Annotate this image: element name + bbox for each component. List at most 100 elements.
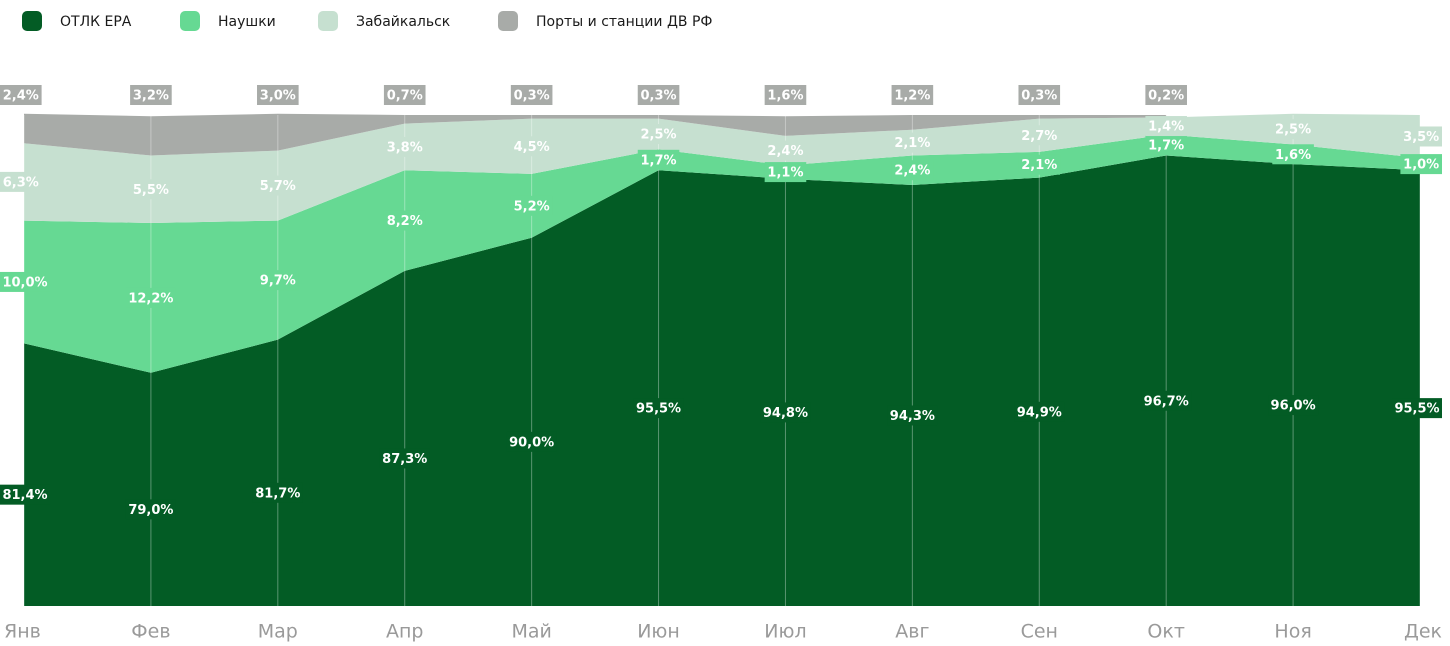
x-tick-label: Июн [637, 621, 680, 643]
value-label-bg [252, 482, 303, 503]
value-label: 0,3% [514, 89, 550, 104]
value-label-bg [887, 405, 938, 426]
value-label-bg [383, 136, 426, 157]
value-label-bg [1400, 126, 1442, 147]
value-label-bg [1272, 119, 1314, 140]
value-label-bg [1145, 85, 1187, 105]
value-label: 8,2% [387, 214, 423, 229]
value-label-bg [0, 171, 42, 192]
value-label: 3,2% [133, 89, 169, 104]
legend-swatch [498, 11, 518, 31]
value-label-bg [257, 270, 299, 291]
value-label-bg [0, 484, 50, 505]
plot-area [23, 113, 1421, 606]
value-label-bg [379, 448, 430, 469]
x-tick-label: Май [511, 621, 551, 643]
value-label: 81,4% [2, 488, 47, 503]
value-label: 1,6% [767, 89, 803, 104]
value-label: 9,7% [260, 274, 296, 289]
value-label: 5,5% [133, 183, 169, 198]
value-label-bg [1018, 85, 1061, 105]
x-tick-label: Сен [1021, 621, 1058, 643]
value-label-bg [764, 85, 807, 105]
value-label-bg [764, 162, 807, 183]
value-label-bg [1272, 144, 1314, 165]
value-label: 0,3% [641, 89, 677, 104]
value-label: 5,7% [260, 179, 296, 194]
value-label: 81,7% [255, 486, 300, 501]
value-label-bg [1014, 401, 1065, 422]
value-label-bg [0, 271, 50, 292]
value-label: 1,2% [894, 89, 930, 104]
value-label-bg [637, 149, 680, 170]
value-label-bg [1268, 395, 1319, 416]
value-label-bg [257, 85, 299, 105]
value-label: 6,3% [3, 175, 39, 190]
value-label: 94,9% [1017, 405, 1062, 420]
x-tick-label: Апр [386, 621, 423, 643]
value-label-bg [506, 431, 557, 452]
value-label: 3,5% [1403, 130, 1439, 145]
value-label-bg [760, 402, 811, 423]
x-tick-label: Мар [258, 621, 298, 643]
area [24, 155, 1420, 606]
value-label-bg [764, 140, 807, 161]
x-tick-label: Фев [131, 621, 170, 643]
x-tick-label: Окт [1147, 621, 1185, 643]
x-tick-label: Ноя [1274, 621, 1311, 643]
value-label: 4,5% [514, 140, 550, 155]
value-label: 95,5% [1394, 402, 1439, 417]
value-label: 79,0% [128, 503, 173, 518]
area [24, 134, 1420, 373]
value-label: 1,6% [1275, 148, 1311, 163]
value-label: 94,8% [763, 406, 808, 421]
value-label-bg [510, 136, 553, 157]
legend-swatch [318, 11, 338, 31]
value-label: 2,1% [894, 136, 930, 151]
value-label-bg [1145, 116, 1187, 137]
value-label-bg [1400, 154, 1442, 175]
value-label: 10,0% [2, 275, 47, 290]
legend-label: Наушки [218, 14, 276, 30]
value-label: 2,4% [3, 89, 39, 104]
legend-swatch [180, 11, 200, 31]
value-label: 5,2% [514, 199, 550, 214]
value-label-bg [637, 124, 680, 145]
value-label: 1,0% [1403, 158, 1439, 173]
value-label-bg [633, 398, 684, 419]
value-label-bg [0, 85, 42, 105]
legend-label: ОТЛК ЕРА [60, 14, 132, 30]
value-label-bg [130, 85, 172, 105]
value-label: 1,7% [641, 153, 677, 168]
value-label: 95,5% [636, 402, 681, 417]
value-label-bg [1018, 125, 1061, 146]
value-label: 2,4% [894, 164, 930, 179]
value-label-bg [637, 85, 680, 105]
value-label-bg [891, 85, 934, 105]
legend-label: Порты и станции ДВ РФ [536, 14, 712, 30]
value-label-bg [257, 175, 299, 196]
value-label: 96,0% [1271, 399, 1316, 414]
area [24, 113, 1167, 156]
value-label-bg [125, 287, 176, 308]
value-label: 1,7% [1148, 139, 1184, 154]
x-tick-label: Дек [1404, 621, 1442, 643]
value-label: 0,3% [1021, 89, 1057, 104]
value-label: 2,7% [1021, 129, 1057, 144]
legend-label: Забайкальск [356, 14, 450, 30]
value-label-bg [383, 210, 426, 231]
value-label: 2,5% [641, 128, 677, 143]
value-label: 94,3% [890, 409, 935, 424]
value-label: 12,2% [128, 291, 173, 306]
value-label: 96,7% [1144, 394, 1189, 409]
value-label: 2,5% [1275, 123, 1311, 138]
value-label-bg [1145, 135, 1187, 156]
value-label: 1,1% [767, 166, 803, 181]
value-label-bg [510, 85, 553, 105]
value-label: 0,2% [1148, 89, 1184, 104]
x-tick-label: Авг [895, 621, 929, 643]
value-label-bg [1018, 154, 1061, 175]
value-label: 2,4% [767, 144, 803, 159]
x-tick-label: Янв [4, 621, 41, 643]
value-label-bg [1141, 390, 1192, 411]
